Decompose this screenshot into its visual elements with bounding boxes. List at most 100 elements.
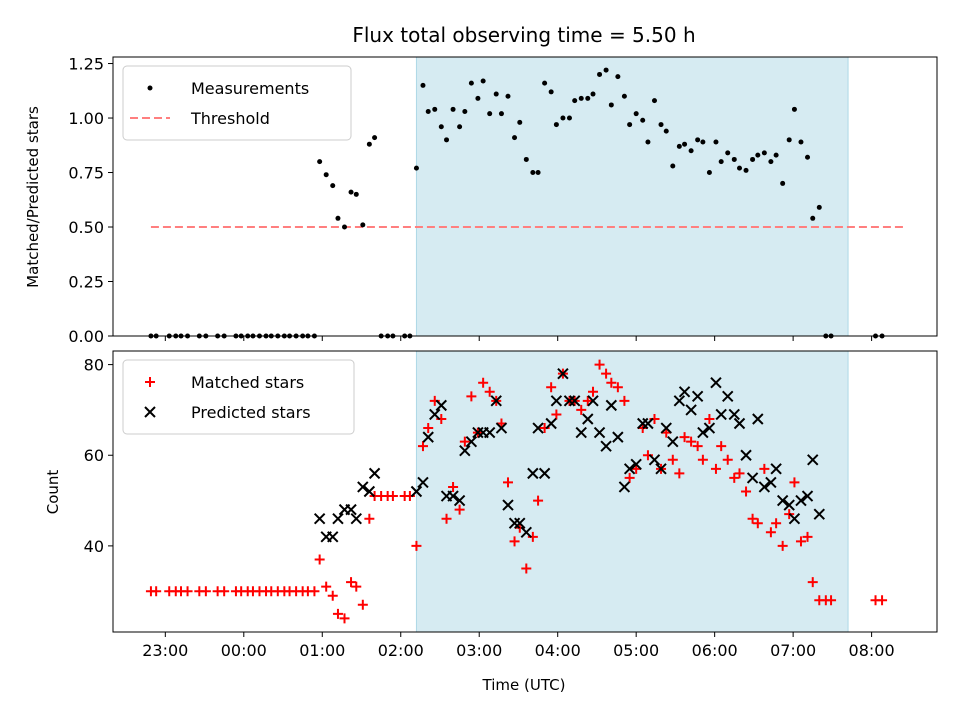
measurement-point — [633, 111, 639, 117]
predicted-star-point — [637, 417, 649, 430]
matched-star-point — [741, 486, 752, 497]
measurement-point — [450, 106, 456, 112]
measurement-point — [718, 159, 724, 165]
matched-star-point — [601, 368, 612, 379]
matched-star-point — [521, 563, 532, 574]
measurement-point — [505, 93, 511, 99]
predicted-star-point — [788, 512, 801, 525]
matched-star-point — [423, 423, 434, 434]
y-tick-label: 0.00 — [68, 327, 104, 346]
chart-title: Flux total observing time = 5.50 h — [352, 23, 695, 47]
matched-star-point — [387, 491, 398, 502]
predicted-star-point — [345, 503, 357, 516]
predicted-star-point — [520, 526, 533, 538]
matched-star-point — [679, 432, 690, 443]
predicted-star-point — [710, 377, 722, 389]
measurement-point — [498, 111, 504, 117]
measurement-point — [737, 165, 743, 171]
measurement-point — [480, 78, 486, 84]
legend-label: Measurements — [191, 79, 309, 98]
matched-star-point — [182, 586, 193, 597]
predicted-star-point — [660, 422, 672, 434]
matched-star-point — [747, 513, 758, 524]
predicted-star-point — [429, 408, 441, 421]
measurement-point — [651, 98, 657, 104]
predicted-star-point — [453, 494, 466, 507]
legend-box — [122, 65, 352, 141]
matched-star-point — [759, 463, 770, 474]
matched-star-point — [339, 613, 350, 624]
legend-label: Predicted stars — [191, 403, 311, 422]
matched-star-point — [364, 513, 375, 524]
measurement-point — [366, 141, 372, 147]
predicted-star-point — [459, 445, 471, 457]
measurement-point — [585, 95, 591, 101]
predicted-star-point — [514, 517, 526, 529]
measurement-point — [603, 67, 609, 73]
measurement-point — [420, 82, 426, 88]
predicted-star-point — [495, 422, 508, 434]
matched-star-point — [710, 463, 721, 474]
matched-star-point — [795, 536, 806, 547]
matched-star-point — [327, 590, 338, 601]
measurement-point — [512, 135, 518, 141]
axes-frame — [112, 350, 938, 633]
bottom-y-axis-label: Count — [44, 470, 62, 515]
x-tick-label: 00:00 — [221, 641, 267, 660]
measurement-point — [530, 170, 536, 176]
predicted-star-point — [776, 494, 789, 507]
predicted-star-point — [593, 426, 606, 439]
measurement-point — [615, 74, 621, 80]
matched-star-point — [729, 472, 740, 483]
matched-star-point — [332, 608, 343, 619]
legend-box — [122, 359, 355, 435]
y-tick-label: 1.00 — [68, 109, 104, 128]
predicted-star-point — [422, 431, 434, 443]
matched-star-point — [716, 441, 727, 452]
measurement-point — [425, 108, 431, 114]
measurement-point — [432, 106, 438, 112]
predicted-star-point — [667, 435, 679, 448]
matched-star-point — [588, 386, 599, 397]
measurement-point — [517, 119, 523, 125]
predicted-star-point — [746, 472, 759, 484]
predicted-star-point — [733, 417, 746, 430]
x-tick-label: 02:00 — [378, 641, 424, 660]
observing-window-shade — [416, 57, 849, 336]
x-tick-label: 04:00 — [535, 641, 581, 660]
legend-marker-x — [144, 406, 156, 418]
measurement-point — [360, 222, 366, 228]
measurement-point — [810, 215, 816, 221]
matched-star-point — [765, 527, 776, 538]
predicted-star-point — [691, 390, 704, 403]
measurement-point — [372, 135, 378, 141]
measurement-point — [725, 150, 731, 156]
matched-star-point — [551, 409, 562, 420]
measurement-point — [335, 215, 341, 221]
predicted-star-point — [363, 485, 376, 498]
matched-star-point — [667, 454, 678, 465]
legend-marker-dot — [147, 85, 153, 91]
measurement-point — [791, 106, 797, 112]
measurement-point — [353, 191, 359, 197]
measurement-point — [542, 80, 548, 86]
measurement-point — [663, 128, 669, 134]
predicted-star-point — [618, 481, 631, 493]
predicted-star-point — [545, 417, 557, 430]
measurement-point — [590, 91, 596, 97]
predicted-star-point — [770, 463, 782, 475]
measurement-point — [773, 152, 779, 158]
matched-star-point — [454, 504, 465, 515]
measurement-point — [688, 148, 694, 154]
measurement-point — [743, 167, 749, 173]
predicted-star-point — [605, 399, 618, 412]
predicted-star-point — [502, 499, 514, 511]
predicted-star-point — [623, 463, 636, 475]
matched-star-point — [877, 595, 888, 606]
measurement-point — [560, 115, 566, 121]
predicted-star-point — [368, 467, 381, 480]
measurement-point — [475, 95, 481, 101]
predicted-star-point — [685, 404, 697, 416]
predicted-star-point — [538, 467, 551, 480]
y-tick-label: 0.75 — [68, 164, 104, 183]
